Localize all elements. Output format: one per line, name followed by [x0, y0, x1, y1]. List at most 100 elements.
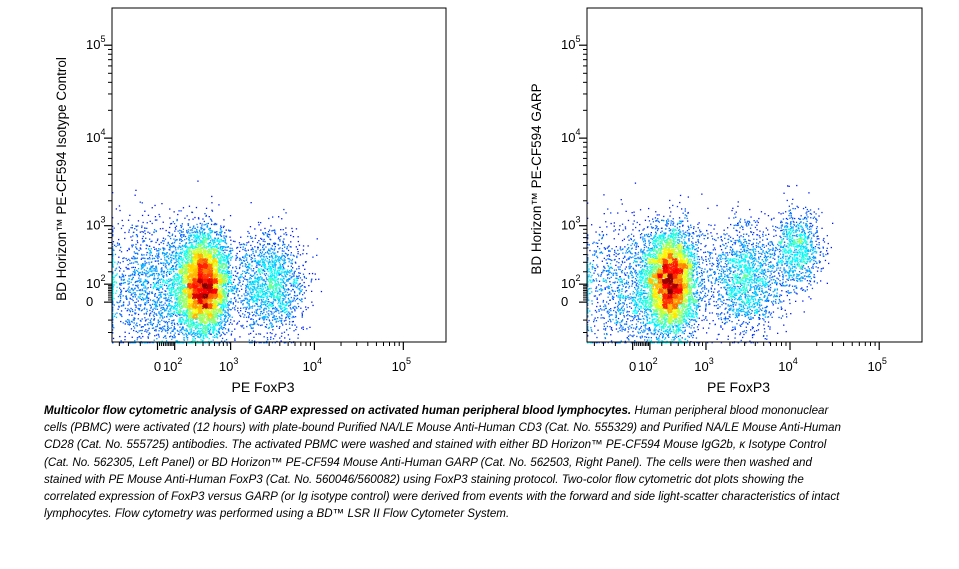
- event-dot: [183, 268, 185, 270]
- event-dot: [204, 253, 207, 255]
- event-dot: [182, 207, 185, 209]
- event-dot: [190, 273, 192, 275]
- event-dot: [211, 317, 214, 319]
- event-dot: [223, 296, 225, 298]
- event-dot: [180, 281, 183, 283]
- event-dot: [196, 237, 198, 239]
- event-dot: [188, 241, 191, 243]
- event-dot: [203, 262, 205, 264]
- event-dot: [211, 263, 213, 265]
- event-dot: [189, 276, 191, 278]
- event-dot: [214, 285, 216, 287]
- event-dot: [194, 314, 196, 316]
- event-dot: [220, 290, 222, 292]
- event-dot: [198, 313, 200, 315]
- event-dot: [202, 336, 204, 338]
- event-dot: [186, 316, 188, 318]
- event-dot: [171, 279, 173, 281]
- event-dot: [228, 323, 230, 325]
- event-dot: [191, 321, 194, 323]
- event-dot: [203, 286, 205, 289]
- event-dot: [207, 301, 209, 303]
- event-dot: [194, 282, 196, 284]
- event-dot: [207, 300, 209, 302]
- event-dot: [204, 239, 206, 241]
- event-dot: [194, 236, 196, 238]
- event-dot: [187, 313, 189, 315]
- event-dot: [183, 272, 185, 274]
- event-dot: [203, 236, 205, 238]
- event-dot: [197, 250, 200, 252]
- event-dot: [199, 308, 201, 311]
- event-dot: [207, 290, 209, 292]
- event-dot: [228, 271, 231, 273]
- event-dot: [171, 312, 174, 315]
- event-dot: [219, 257, 221, 259]
- event-dot: [193, 336, 195, 338]
- event-dot: [221, 266, 223, 268]
- event-dot: [180, 238, 182, 241]
- event-dot: [170, 279, 172, 281]
- event-dot: [219, 232, 221, 234]
- event-dot: [193, 322, 195, 324]
- event-dot: [199, 274, 201, 277]
- event-dot: [193, 247, 195, 250]
- event-dot: [207, 317, 209, 319]
- event-dot: [191, 278, 193, 280]
- event-dot: [222, 328, 224, 330]
- event-dot: [235, 259, 237, 261]
- event-dot: [220, 277, 222, 280]
- event-dot: [205, 263, 207, 265]
- event-dot: [222, 275, 224, 278]
- event-dot: [208, 312, 210, 315]
- event-dot: [212, 242, 215, 244]
- event-dot: [194, 334, 196, 336]
- event-dot: [212, 316, 214, 318]
- event-dot: [175, 261, 177, 264]
- event-dot: [207, 287, 209, 289]
- event-dot: [198, 257, 200, 259]
- event-dot: [197, 288, 199, 291]
- event-dot: [208, 331, 211, 333]
- event-dot: [192, 322, 194, 325]
- event-dot: [206, 268, 208, 270]
- event-dot: [195, 269, 197, 271]
- event-dot: [208, 281, 210, 283]
- event-dot: [205, 327, 207, 329]
- event-dot: [217, 317, 219, 319]
- event-dot: [193, 288, 195, 290]
- event-dot: [196, 288, 199, 290]
- event-dot: [204, 246, 206, 249]
- event-dot: [197, 217, 200, 219]
- event-dot: [223, 318, 225, 320]
- event-dot: [200, 317, 202, 319]
- event-dot: [225, 285, 227, 287]
- event-dot: [191, 291, 193, 294]
- event-dot: [213, 331, 215, 333]
- event-dot: [199, 270, 201, 272]
- event-dot: [217, 254, 219, 256]
- event-dot: [202, 292, 204, 294]
- event-dot: [226, 260, 228, 263]
- event-dot: [207, 303, 209, 306]
- event-dot: [211, 269, 214, 272]
- event-dot: [215, 260, 217, 262]
- event-dot: [211, 268, 213, 270]
- event-dot: [206, 243, 208, 245]
- event-dot: [191, 304, 193, 306]
- event-dot: [186, 312, 188, 314]
- event-dot: [227, 317, 229, 319]
- event-dot: [193, 225, 195, 227]
- event-dot: [224, 251, 226, 254]
- event-dot: [197, 236, 200, 239]
- event-dot: [207, 257, 209, 259]
- event-dot: [194, 227, 196, 229]
- event-dot: [205, 247, 207, 250]
- event-dot: [216, 323, 218, 326]
- event-dot: [192, 312, 195, 314]
- event-dot: [221, 248, 224, 250]
- event-dot: [197, 302, 199, 304]
- event-dot: [218, 243, 220, 245]
- event-dot: [184, 329, 186, 332]
- event-dot: [225, 295, 227, 297]
